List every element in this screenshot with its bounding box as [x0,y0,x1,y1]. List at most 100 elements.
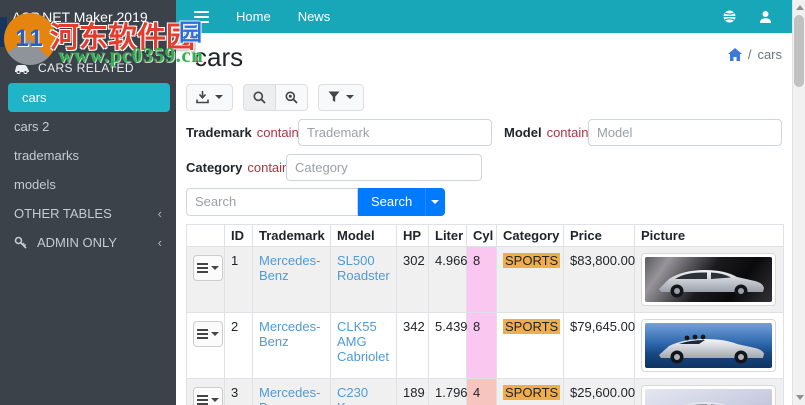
highlighted-text: SPORTS [503,318,561,334]
sidebar-item-cars[interactable]: cars [8,83,170,112]
cars-table: ID Trademark Model HP Liter Cyl Category… [186,223,784,405]
sidebar-item-other-tables[interactable]: OTHER TABLES ‹ [0,199,176,228]
model-link[interactable]: SL500 Roadster [337,252,390,283]
scroll-up-arrow[interactable] [796,5,804,10]
col-picture[interactable]: Picture [634,223,784,247]
table-header-row: ID Trademark Model HP Liter Cyl Category… [186,223,784,247]
funnel-icon [328,91,340,103]
field-name: Category [186,159,243,175]
globe-language-icon[interactable] [722,9,737,24]
search-panel-button[interactable] [243,83,276,111]
chevron-left-icon: ‹ [157,235,162,250]
main-content: / cars cars [176,33,792,405]
col-model[interactable]: Model [330,223,397,247]
breadcrumb-separator: / [747,47,752,62]
export-button[interactable] [186,83,233,111]
caret-down-icon [215,95,223,100]
model-link[interactable]: CLK55 AMG Cabriolet [337,318,390,364]
user-account-icon[interactable] [759,10,772,24]
top-navbar: Home News [176,0,792,33]
cell-cyl: 4 [466,377,497,405]
filter-button[interactable] [318,83,364,111]
field-name: Model [504,124,542,140]
search-options-dropdown[interactable] [425,187,446,216]
car-photo-c230[interactable] [641,384,776,405]
cell-category: SPORTS [496,245,564,313]
sidebar-toggle-button[interactable] [194,10,209,23]
scroll-down-arrow[interactable] [796,395,804,400]
cell-price: $79,645.00 [563,311,635,379]
sidebar-item-cars-2[interactable]: cars 2 [0,112,176,141]
caret-down-icon [211,265,219,270]
vertical-scrollbar[interactable] [792,0,805,405]
breadcrumb-page: cars [757,47,782,62]
col-hp[interactable]: HP [396,223,429,247]
sidebar-section-cars-related: CARS RELATED [0,55,176,83]
sidebar-item-label: cars 2 [14,119,50,134]
highlight-search-button[interactable] [275,83,308,111]
cell-liter: 4.966 [428,245,468,313]
page-title: cars [194,42,244,72]
highlighted-text: SPORTS [503,252,561,268]
table-row: 2 Mercedes-Benz CLK55 AMG Cabriolet 342 … [186,311,784,379]
cell-category: SPORTS [496,311,564,379]
trademark-link[interactable]: Mercedes-Benz [259,384,321,405]
col-category[interactable]: Category [496,223,564,247]
row-options-button[interactable] [193,386,223,405]
nav-home-link[interactable]: Home [236,9,271,24]
cell-cyl: 8 [466,245,497,313]
trademark-link[interactable]: Mercedes-Benz [259,252,321,283]
nav-news-link[interactable]: News [297,9,331,24]
model-search-input[interactable] [588,118,782,146]
list-menu-icon [197,262,208,273]
col-liter[interactable]: Liter [428,223,467,247]
magnifier-icon [253,91,266,104]
cell-price: $25,600.00 [563,377,635,405]
app-title: ASP.NET Maker 2019 [12,9,148,25]
sidebar-item-models[interactable]: models [0,170,176,199]
sidebar-item-label: ADMIN ONLY [37,235,117,250]
caret-down-icon [211,331,219,336]
quick-search-input[interactable] [186,187,358,216]
car-photo-clk55[interactable] [641,318,776,372]
sidebar-item-label: models [14,177,56,192]
row-options-button[interactable] [193,254,223,281]
search-button-group [243,83,308,111]
sidebar-item-trademarks[interactable]: trademarks [0,141,176,170]
caret-down-icon [211,397,219,402]
table-row: 1 Mercedes-Benz SL500 Roadster 302 4.966… [186,245,784,313]
toolbar [186,83,784,111]
breadcrumb: / cars [727,47,782,62]
home-icon[interactable] [727,48,742,61]
model-link[interactable]: C230 Kompressor Sport Coupe [337,384,407,405]
col-price[interactable]: Price [563,223,635,247]
sidebar-item-label: cars [22,90,47,105]
quick-search-row: Search [186,187,784,216]
trademark-search-input[interactable] [298,118,492,146]
scrollbar-thumb[interactable] [794,15,804,87]
list-menu-icon [197,394,208,405]
chevron-left-icon: ‹ [157,206,162,221]
field-operator: contains [247,159,296,175]
magnifier-dot-icon [285,91,298,104]
sidebar-menu: CARS RELATED cars cars 2 trademarks mode… [0,55,176,257]
caret-down-icon [431,199,440,204]
cell-id: 2 [224,311,253,379]
row-options-button[interactable] [193,320,223,347]
search-button[interactable]: Search [358,187,426,216]
key-icon [14,236,28,250]
highlighted-text: SPORTS [503,384,561,400]
sidebar-item-admin-only[interactable]: ADMIN ONLY ‹ [0,228,176,257]
cell-id: 1 [224,245,253,313]
col-id[interactable]: ID [224,223,253,247]
trademark-link[interactable]: Mercedes-Benz [259,318,321,349]
col-cyl[interactable]: Cyl [466,223,497,247]
cell-liter: 1.796 [428,377,468,405]
cell-hp: 189 [396,377,429,405]
col-trademark[interactable]: Trademark [252,223,331,247]
table-row: 3 Mercedes-Benz C230 Kompressor Sport Co… [186,377,784,405]
cell-id: 3 [224,377,253,405]
category-search-input[interactable] [286,153,482,181]
car-photo-sl500[interactable] [641,252,776,306]
